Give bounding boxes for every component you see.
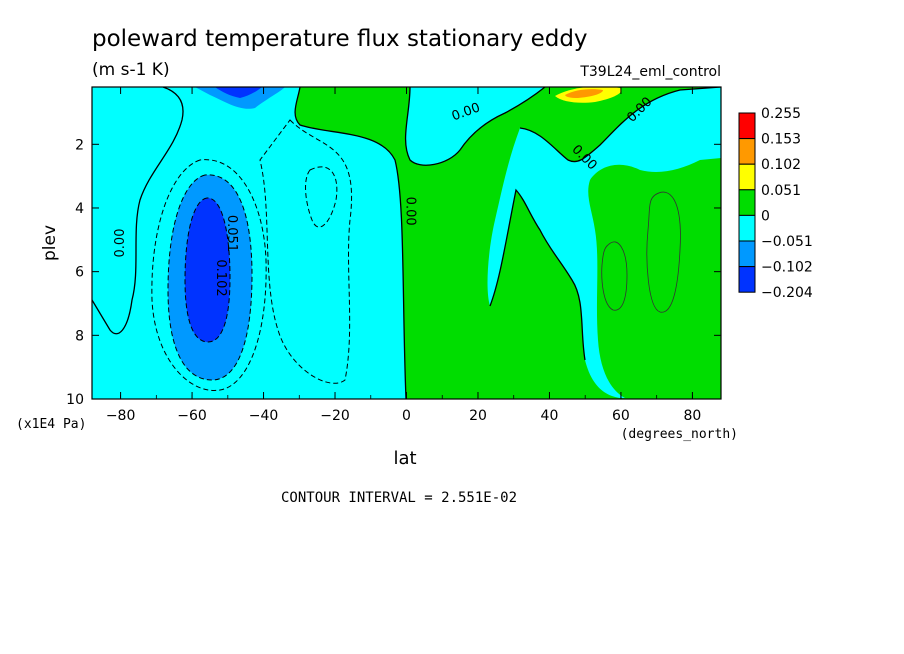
colorbar-label: 0.255 <box>761 106 801 122</box>
colorbar-label: −0.102 <box>761 260 813 276</box>
contour-field <box>92 87 721 399</box>
y-tick-label: 2 <box>75 137 84 153</box>
colorbar-swatch <box>738 138 756 165</box>
negative-region-tropics <box>405 87 545 166</box>
y-axis: 2 4 6 8 10 <box>66 137 721 408</box>
zero-contours <box>92 87 721 399</box>
positive-peak-orange <box>565 89 603 98</box>
x-tick-label: −80 <box>106 408 136 424</box>
colorbar-label: 0.102 <box>761 157 801 173</box>
positive-island-north <box>588 158 721 398</box>
contour-interval: CONTOUR INTERVAL = 2.551E-02 <box>281 490 517 506</box>
x-tick-label: −60 <box>177 408 207 424</box>
colorbar-swatch <box>738 189 756 216</box>
colorbar-swatch <box>738 266 756 293</box>
x-axis-title: lat <box>393 448 416 469</box>
colorbar-label: −0.051 <box>761 234 813 250</box>
x-tick-label: 40 <box>541 408 559 424</box>
x-axis-units: (degrees_north) <box>621 427 738 442</box>
y-axis-title: plev <box>40 225 60 261</box>
colorbar-swatch <box>738 112 756 140</box>
colorbar-label: 0.051 <box>761 183 801 199</box>
colorbar: 0.255 0.153 0.102 0.051 0 −0.051 −0.102 −0.204 <box>738 106 813 301</box>
y-tick-label: 6 <box>75 265 84 281</box>
colorbar-swatch <box>738 214 756 242</box>
negative-contours <box>151 119 352 391</box>
y-tick-label: 4 <box>75 201 84 217</box>
colorbar-label: 0 <box>761 208 770 224</box>
colorbar-label: 0.153 <box>761 132 801 148</box>
colorbar-label: −0.204 <box>761 285 813 301</box>
x-axis: −80 −60 −40 −20 0 20 40 60 80 <box>106 87 701 424</box>
contour-label: 0.051 <box>224 215 239 252</box>
x-tick-label: 60 <box>612 408 630 424</box>
contour-label: 0.00 <box>403 197 418 226</box>
colorbar-swatch <box>738 163 756 191</box>
y-tick-label: 8 <box>75 328 84 344</box>
x-tick-label: 80 <box>683 408 701 424</box>
chart-units: (m s-1 K) <box>92 60 170 80</box>
x-tick-label: −40 <box>249 408 279 424</box>
y-tick-label: 10 <box>66 392 84 408</box>
contour-label: 0.102 <box>213 259 228 296</box>
colorbar-swatch <box>738 240 756 268</box>
dataset-label: T39L24_eml_control <box>579 64 721 80</box>
contour-label: 0.00 <box>113 229 128 258</box>
x-tick-label: −20 <box>320 408 350 424</box>
x-tick-label: 20 <box>469 408 487 424</box>
negative-core-darkblue <box>185 197 230 342</box>
x-tick-label: 0 <box>402 408 411 424</box>
top-negative-core <box>215 87 262 98</box>
y-axis-units: (x1E4 Pa) <box>16 417 86 432</box>
thin-contours <box>601 191 681 313</box>
chart-title: poleward temperature flux stationary edd… <box>92 26 588 52</box>
